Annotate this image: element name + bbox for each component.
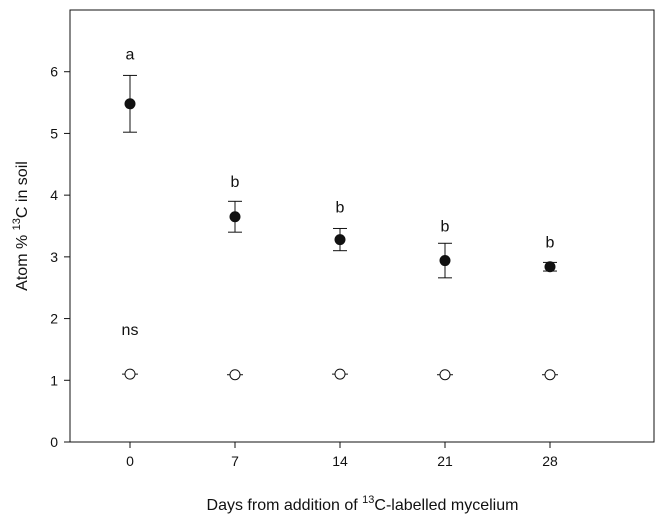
y-tick-label: 5 <box>50 125 58 141</box>
y-tick-label: 4 <box>50 187 58 203</box>
x-tick-label: 7 <box>231 453 239 469</box>
x-axis-title-suffix: C-labelled mycelium <box>374 497 518 514</box>
data-point-filled <box>124 98 136 110</box>
y-tick-label: 0 <box>50 434 58 450</box>
data-point-open <box>439 369 451 381</box>
data-point-filled <box>229 211 241 223</box>
plot-border <box>69 9 655 443</box>
y-tick-label: 1 <box>50 372 58 388</box>
data-point-filled <box>439 255 451 267</box>
y-axis-title-suffix: C in soil <box>14 161 31 218</box>
y-axis-title: Atom % 13C in soil <box>11 161 31 291</box>
significance-label: b <box>231 174 240 191</box>
x-axis-title-sup: 13 <box>362 494 374 506</box>
error-bars <box>122 74 558 376</box>
y-tick-label: 2 <box>50 311 58 327</box>
plot-frame <box>69 9 655 443</box>
y-axis-ticks: 0 1 2 3 4 5 6 <box>50 64 70 450</box>
significance-label: a <box>126 46 135 63</box>
x-tick-label: 14 <box>332 453 348 469</box>
data-points <box>124 98 556 381</box>
x-tick-label: 21 <box>437 453 453 469</box>
significance-label: ns <box>122 322 139 339</box>
significance-label: b <box>441 219 450 236</box>
data-point-open <box>544 369 556 381</box>
x-axis-title-prefix: Days from addition of <box>207 497 363 514</box>
y-tick-label: 6 <box>50 64 58 80</box>
y-axis-title-prefix: Atom % <box>14 230 31 290</box>
x-axis-title: Days from addition of 13C-labelled mycel… <box>207 494 519 514</box>
y-tick-label: 3 <box>50 249 58 265</box>
data-point-open <box>229 369 241 381</box>
data-point-open <box>124 368 136 380</box>
significance-label: b <box>546 235 555 252</box>
x-tick-label: 0 <box>126 453 134 469</box>
significance-label: b <box>336 199 345 216</box>
data-point-open <box>334 368 346 380</box>
x-tick-label: 28 <box>542 453 558 469</box>
y-axis-title-sup: 13 <box>11 218 23 230</box>
data-point-filled <box>544 261 556 273</box>
data-point-filled <box>334 234 346 246</box>
x-axis-ticks: 0 7 14 21 28 <box>126 442 558 469</box>
significance-labels: a b b b b ns <box>122 46 555 339</box>
